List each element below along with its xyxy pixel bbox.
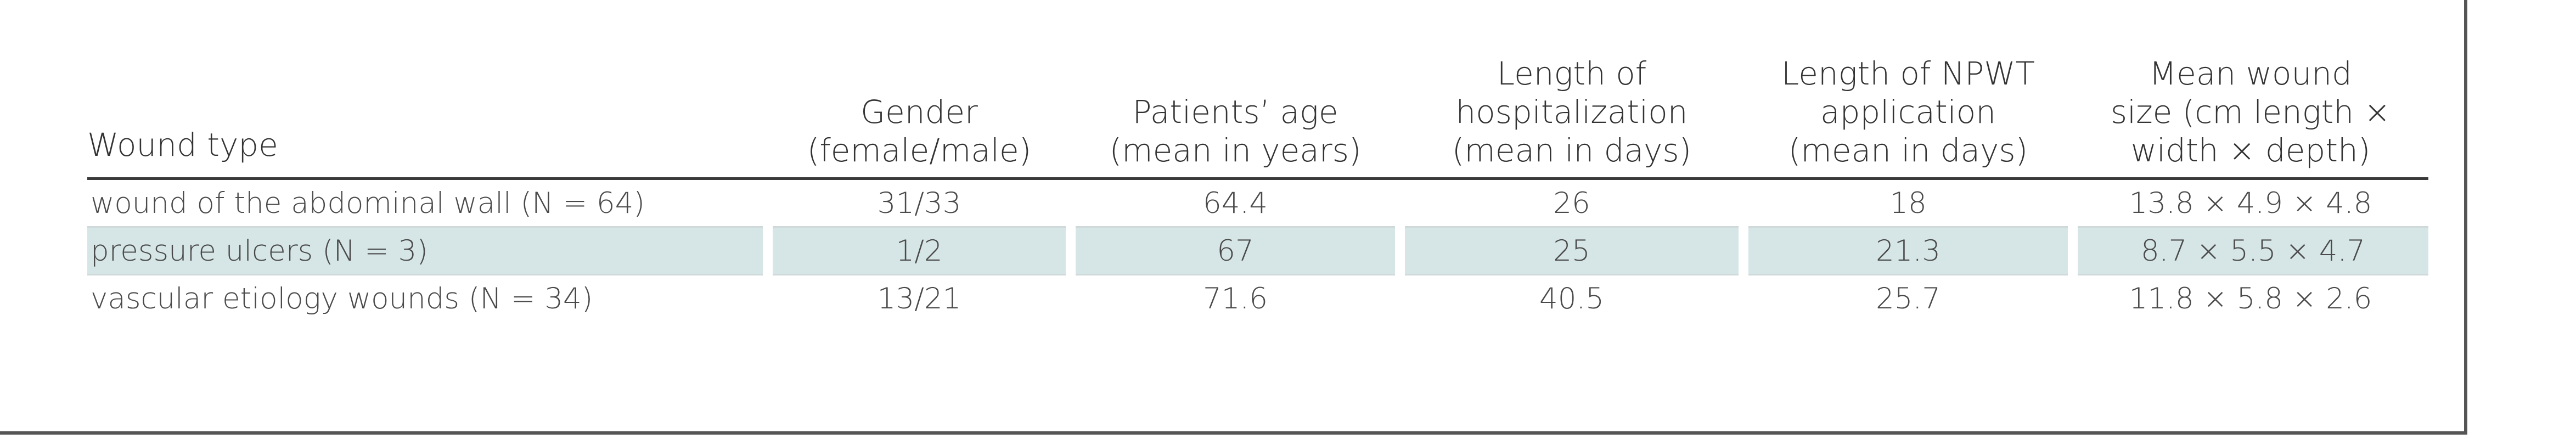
- cell-wound-type: wound of the abdominal wall (N = 64): [87, 178, 768, 228]
- cell-patients-age: 67: [1066, 227, 1400, 275]
- header-gender: Gender (female/male): [807, 93, 1032, 169]
- cell-npwt-application: 18: [1743, 178, 2073, 228]
- cell-gender: 13/21: [877, 282, 961, 316]
- header-patients-age: Patients’ age (mean in years): [1109, 93, 1362, 169]
- cell-gender: 1/2: [763, 227, 1071, 275]
- cell-wound-size: 13.8 × 4.9 × 4.8: [2073, 178, 2428, 228]
- header-wound-type: Wound type: [87, 126, 278, 164]
- header-mean-wound-size: Mean wound size (cm length × width × dep…: [2110, 55, 2391, 169]
- cell-hospitalization: 26: [1400, 178, 1743, 228]
- table-row: wound of the abdominal wall (N = 64) 31/…: [87, 178, 2428, 228]
- table-row: pressure ulcers (N = 3) 1/2 67 25 21.3 8…: [87, 227, 2428, 275]
- cell-gender: 31/33: [768, 178, 1071, 228]
- cell-wound-type: vascular etiology wounds (N = 34): [91, 282, 593, 316]
- header-length-of-npwt-application: Length of NPWT application (mean in days…: [1781, 55, 2035, 169]
- table-header-row: Wound type Gender (female/male) Patients…: [87, 54, 2428, 179]
- cell-wound-size: 8.7 × 5.5 × 4.7: [2068, 227, 2428, 275]
- cell-npwt-application: 25.7: [1875, 282, 1941, 316]
- cell-npwt-application: 21.3: [1739, 227, 2073, 275]
- table-row: vascular etiology wounds (N = 34) 13/21 …: [87, 275, 2428, 322]
- header-length-of-hospitalization: Length of hospitalization (mean in days): [1452, 55, 1692, 169]
- cell-hospitalization: 25: [1395, 227, 1743, 275]
- wound-data-table: Wound type Gender (female/male) Patients…: [87, 54, 2428, 322]
- cell-patients-age: 64.4: [1071, 178, 1400, 228]
- cell-hospitalization: 40.5: [1539, 282, 1604, 316]
- table-frame: [0, 0, 2467, 435]
- cell-wound-type: pressure ulcers (N = 3): [87, 227, 768, 275]
- cell-patients-age: 71.6: [1202, 282, 1268, 316]
- cell-wound-size: 11.8 × 5.8 × 2.6: [2129, 282, 2372, 316]
